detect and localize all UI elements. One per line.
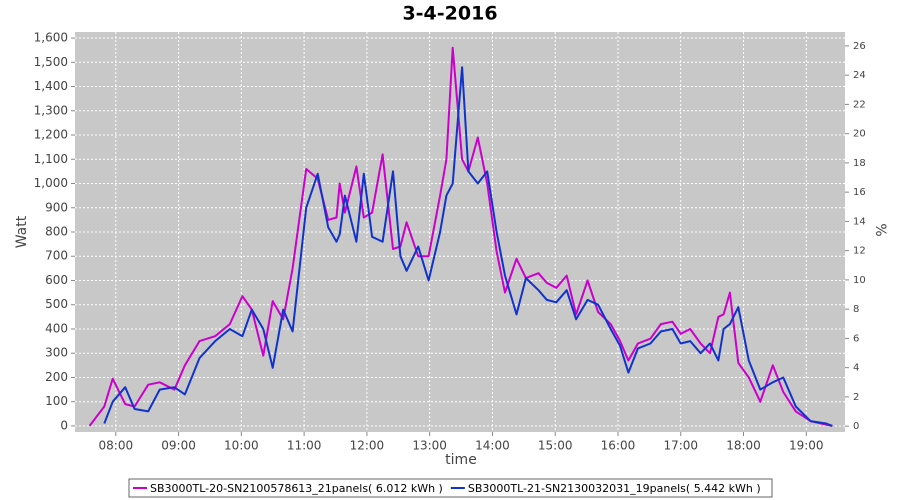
x-tick-label: 17:00 [663,439,698,453]
y2-tick-label: 18 [853,158,866,169]
series-line [88,46,833,427]
y-tick-label: 1,300 [34,103,68,117]
y-tick-label: 1,500 [34,55,68,69]
x-tick-label: 19:00 [789,439,824,453]
y-tick-label: 900 [45,200,68,214]
y-tick-label: 1,200 [34,128,68,142]
y-tick-label: 600 [45,273,68,287]
y2-axis-label: % [872,223,888,236]
y2-tick-label: 16 [853,187,866,198]
x-axis-label: time [445,452,477,468]
legend-label: SB3000TL-20-SN2100578613_21panels( 6.012… [150,482,443,495]
y2-tick-label: 2 [853,392,859,403]
y-tick-label: 1,400 [34,79,68,93]
x-tick-label: 13:00 [412,439,447,453]
series-line [103,66,833,427]
legend [128,478,773,498]
y2-tick-label: 6 [853,333,859,344]
x-tick-label: 10:00 [224,439,259,453]
x-tick-label: 08:00 [99,439,134,453]
y2-tick-label: 8 [853,304,859,315]
y2-tick-label: 24 [853,70,866,81]
y-tick-label: 400 [45,321,68,335]
y-tick-label: 700 [45,249,68,263]
x-tick-label: 16:00 [601,439,636,453]
x-tick-label: 18:00 [726,439,761,453]
x-tick-label: 09:00 [161,439,196,453]
y2-tick-label: 12 [853,246,866,257]
y-tick-label: 300 [45,346,68,360]
y-tick-label: 1,600 [34,31,68,45]
y2-tick-label: 14 [853,216,866,227]
y-tick-label: 500 [45,297,68,311]
y-tick-label: 800 [45,225,68,239]
y2-tick-label: 10 [853,275,866,286]
y-tick-label: 1,100 [34,152,68,166]
x-tick-label: 14:00 [475,439,510,453]
y2-tick-label: 20 [853,129,866,140]
y-tick-label: 0 [60,418,68,432]
y-tick-label: 1,000 [34,176,68,190]
y2-tick-label: 4 [853,363,859,374]
legend-label: SB3000TL-21-SN2130032031_19panels( 5.442… [468,482,761,495]
y2-tick-label: 22 [853,99,866,110]
y-tick-label: 200 [45,370,68,384]
chart-title: 3-4-2016 [402,3,497,25]
y-axis-label: Watt [14,215,30,248]
x-tick-label: 15:00 [538,439,573,453]
y2-tick-label: 26 [853,41,866,52]
x-tick-label: 12:00 [350,439,385,453]
x-tick-label: 11:00 [287,439,322,453]
y-tick-label: 100 [45,394,68,408]
y2-tick-label: 0 [853,421,859,432]
